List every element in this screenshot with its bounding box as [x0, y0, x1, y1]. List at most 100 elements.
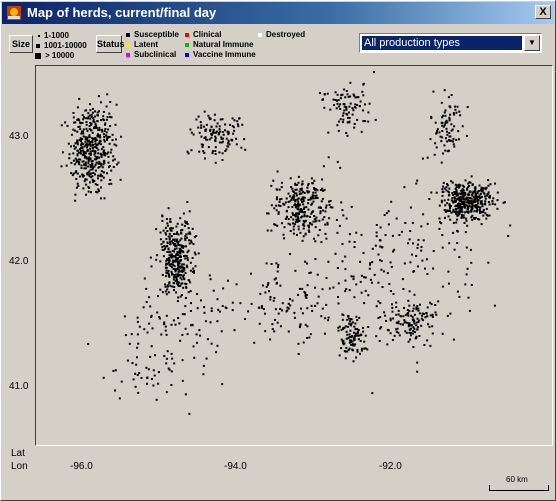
- herd-point: [78, 163, 81, 166]
- herd-point: [165, 275, 168, 278]
- lat-label: Lat: [11, 448, 25, 459]
- herd-point: [479, 189, 482, 192]
- herd-point: [420, 249, 423, 252]
- herd-point: [446, 183, 448, 185]
- herd-point: [180, 244, 183, 247]
- herd-point: [340, 94, 343, 97]
- herd-point: [174, 256, 177, 259]
- herd-point: [299, 324, 302, 327]
- herd-point: [294, 203, 296, 206]
- herd-point: [454, 191, 457, 194]
- herd-point: [192, 243, 195, 246]
- herd-point: [89, 121, 92, 124]
- herd-point: [123, 315, 126, 318]
- herd-point: [93, 115, 96, 118]
- herd-point: [89, 144, 92, 147]
- herd-point: [469, 197, 471, 200]
- herd-point: [175, 244, 178, 247]
- herd-point: [448, 116, 451, 119]
- size-button[interactable]: Size: [9, 35, 33, 53]
- herd-point: [167, 235, 170, 238]
- dropdown-arrow-icon[interactable]: ▼: [524, 35, 540, 51]
- herd-point: [476, 195, 479, 198]
- herd-point: [444, 109, 447, 112]
- production-type-select[interactable]: All production types ▼: [359, 33, 542, 53]
- herd-point: [466, 106, 469, 108]
- herd-point: [91, 131, 94, 134]
- status-button[interactable]: Status: [96, 35, 125, 53]
- herd-point: [472, 201, 475, 204]
- herd-point: [292, 191, 295, 194]
- herd-point: [356, 348, 359, 351]
- herd-point: [473, 187, 476, 190]
- herd-point: [341, 121, 344, 124]
- herd-point: [91, 137, 94, 140]
- herd-point: [413, 304, 415, 307]
- herd-map[interactable]: [35, 65, 553, 446]
- herd-point: [344, 325, 347, 328]
- herd-point: [78, 97, 81, 100]
- herd-point: [350, 341, 352, 344]
- herd-point: [222, 140, 224, 143]
- herd-point: [159, 231, 162, 234]
- herd-point: [71, 174, 74, 177]
- herd-point: [467, 182, 470, 185]
- herd-point: [413, 293, 416, 296]
- herd-point: [91, 168, 94, 171]
- herd-point: [473, 198, 476, 201]
- herd-point: [202, 125, 205, 128]
- herd-point: [228, 143, 231, 146]
- herd-point: [136, 346, 139, 349]
- herd-point: [447, 190, 450, 193]
- herd-point: [358, 316, 361, 319]
- herd-point: [180, 294, 183, 296]
- herd-point: [465, 219, 468, 222]
- herd-point: [170, 270, 173, 273]
- herd-point: [180, 274, 183, 277]
- herd-point: [162, 241, 165, 244]
- close-button[interactable]: X: [535, 5, 551, 19]
- herd-point: [483, 187, 486, 190]
- herd-point: [482, 208, 485, 211]
- herd-point: [391, 339, 394, 341]
- herd-point: [379, 302, 382, 305]
- herd-point: [191, 257, 194, 259]
- herd-point: [374, 244, 377, 247]
- herd-point: [348, 240, 351, 243]
- herd-point: [474, 189, 477, 192]
- herd-point: [441, 190, 444, 193]
- herd-point: [289, 195, 292, 198]
- herd-point: [312, 210, 315, 213]
- herd-point: [469, 248, 472, 251]
- herd-point: [288, 200, 291, 203]
- herd-point: [103, 197, 106, 200]
- herd-point: [87, 185, 90, 188]
- herd-point: [158, 317, 161, 320]
- herd-point: [345, 217, 348, 220]
- herd-point: [165, 237, 168, 240]
- herd-point: [496, 207, 499, 210]
- herd-point: [462, 189, 465, 192]
- herd-point: [146, 376, 149, 379]
- herd-point: [289, 253, 291, 255]
- herd-point: [165, 218, 168, 220]
- herd-point: [362, 252, 365, 254]
- herd-point: [441, 285, 444, 288]
- herd-point: [90, 129, 93, 132]
- herd-point: [377, 281, 380, 284]
- herd-point: [182, 251, 185, 254]
- herd-point: [272, 299, 275, 302]
- herd-point: [435, 313, 438, 316]
- herd-point: [400, 230, 403, 233]
- herd-point: [307, 184, 309, 187]
- herd-point: [185, 245, 187, 248]
- herd-point: [157, 382, 160, 385]
- herd-point: [95, 138, 98, 141]
- herd-point: [428, 325, 431, 328]
- title-bar[interactable]: Map of herds, current/final day X: [2, 2, 554, 24]
- herd-point: [302, 227, 305, 230]
- herd-point: [103, 140, 106, 143]
- herd-point: [502, 201, 505, 204]
- herd-point: [410, 314, 412, 317]
- herd-map-plot[interactable]: [36, 66, 552, 445]
